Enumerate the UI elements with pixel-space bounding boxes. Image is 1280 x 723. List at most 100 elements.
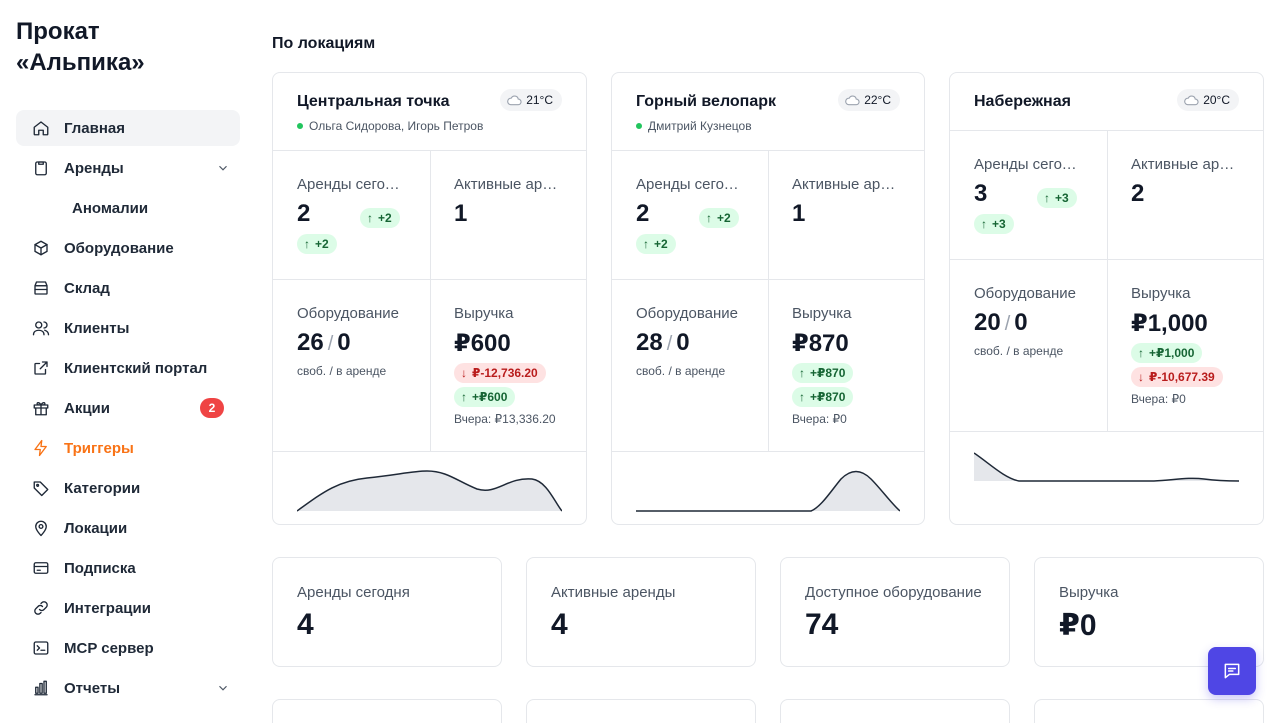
stat-value: 4 [551,608,568,641]
nav-item-mcp-server[interactable]: MCP сервер [16,630,240,666]
stat-value: ₽0 [1059,609,1097,642]
metric-label: Аренды сегодня [636,176,744,193]
users-icon [32,319,50,337]
stat-card-rentals-today[interactable]: Аренды сегодня 4 [272,557,502,667]
stat-label: Доступное оборудование [805,584,982,601]
stat-value: 74 [805,608,839,641]
nav-item-subscription[interactable]: Подписка [16,550,240,586]
divider [273,279,586,280]
nav-label: Категории [64,479,141,497]
metric-value: 20/0 [974,309,1028,336]
metric-sublabel: своб. / в аренде [636,364,726,378]
gift-icon [32,399,50,417]
chat-icon [1224,663,1240,679]
rentals-today-cell: Аренды сегодня 2 ↑ +2 ↑ +2 [612,151,768,279]
nav-item-integrations[interactable]: Интеграции [16,590,240,626]
cloud-icon [845,95,860,105]
nav-item-categories[interactable]: Категории [16,470,240,506]
online-status-dot [636,123,642,129]
staff-names: Дмитрий Кузнецов [648,119,752,133]
location-name: Горный велопарк [636,93,777,110]
credit-card-icon [32,559,50,577]
sidebar: Прокат «Альпика» Главная Аренды Аномалии… [0,0,256,723]
metric-label: Оборудование [974,285,1077,302]
terminal-icon [32,639,50,657]
chevron-down-icon[interactable] [216,681,230,695]
location-card-header: Горный велопарк Дмитрий Кузнецов 22°C [612,73,924,151]
nav-label: Акции [64,399,111,417]
delta-badge: ↑ +3 [974,214,1014,234]
nav-item-triggers[interactable]: Триггеры [16,430,240,466]
divider [430,151,431,451]
location-name: Набережная [974,93,1071,110]
nav-item-promos[interactable]: Акции 2 [16,390,240,426]
nav-item-home[interactable]: Главная [16,110,240,146]
metric-value: 1 [792,200,806,227]
metric-label: Выручка [1131,285,1191,302]
metric-label: Аренды сегодня [974,156,1082,173]
arrow-up-icon: ↑ [643,237,649,251]
revenue-yesterday: Вчера: ₽0 [792,412,847,426]
metric-sublabel: своб. / в аренде [974,344,1064,358]
nav-label: MCP сервер [64,639,154,657]
chevron-down-icon[interactable] [216,161,230,175]
arrow-up-icon: ↑ [367,211,373,225]
metric-label: Активные аренды [1131,156,1239,173]
divider [1107,131,1108,431]
location-card[interactable]: Центральная точка Ольга Сидорова, Игорь … [272,72,587,525]
sparkline-chart [974,452,1239,482]
arrow-up-icon: ↑ [1044,191,1050,205]
divider [768,151,769,451]
nav-item-equipment[interactable]: Оборудование [16,230,240,266]
brand-line-2: «Альпика» [16,49,145,76]
delta-badge: ↑ +₽600 [454,387,516,407]
nav-item-anomalies[interactable]: Аномалии [16,190,240,226]
nav-label: Отчеты [64,679,121,697]
external-link-icon [32,359,50,377]
metric-label: Оборудование [297,305,400,322]
location-card-header: Набережная 20°C [950,73,1263,131]
nav-item-clients[interactable]: Клиенты [16,310,240,346]
nav-label: Триггеры [64,439,134,457]
nav-item-rentals[interactable]: Аренды [16,150,240,186]
delta-badge: ↑ +₽870 [792,363,854,383]
arrow-up-icon: ↑ [304,237,310,251]
nav-item-client-portal[interactable]: Клиентский портал [16,350,240,386]
online-status-dot [297,123,303,129]
stat-card-available-equipment[interactable]: Доступное оборудование 74 [780,557,1010,667]
sparkline-chart [297,470,562,512]
nav-item-reports[interactable]: Отчеты [16,670,240,706]
revenue-yesterday: Вчера: ₽0 [1131,392,1186,406]
nav-label: Аномалии [72,199,149,217]
section-title: По локациям [272,35,376,52]
nav-label: Интеграции [64,599,151,617]
metric-label: Оборудование [636,305,739,322]
revenue-cell: Выручка ₽1,000 ↑ +₽1,000 ↓ ₽-10,677.39 Вче… [1107,259,1263,431]
metric-sublabel: своб. / в аренде [297,364,387,378]
metric-label: Активные аренды [792,176,900,193]
rentals-today-cell: Аренды сегодня 2 ↑ +2 ↑ +2 [273,151,430,279]
stat-card-active-rentals[interactable]: Активные аренды 4 [526,557,756,667]
chat-button[interactable] [1208,647,1256,695]
stat-label: Выручка [1059,584,1119,601]
stat-card [780,699,1010,723]
nav-label: Аренды [64,159,124,177]
delta-badge: ↑ +2 [360,208,400,228]
bar-chart-icon [32,679,50,697]
home-icon [32,119,50,137]
metric-value: 2 [1131,180,1145,207]
brand-title[interactable]: Прокат «Альпика» [16,16,236,78]
metric-value: 2 [636,200,650,227]
location-card[interactable]: Набережная 20°C Аренды сегодня 3 ↑ +3 ↑ +3… [949,72,1264,525]
nav-item-locations[interactable]: Локации [16,510,240,546]
weather-badge: 20°C [1177,89,1239,111]
location-card[interactable]: Горный велопарк Дмитрий Кузнецов 22°C Ар… [611,72,925,525]
metric-label: Выручка [454,305,514,322]
nav-item-warehouse[interactable]: Склад [16,270,240,306]
divider [612,451,924,452]
delta-badge: ↑ +2 [636,234,676,254]
nav-label: Клиентский портал [64,359,208,377]
active-rentals-cell: Активные аренды 1 [768,151,924,279]
metric-value: 1 [454,200,468,227]
stat-label: Активные аренды [551,584,676,601]
